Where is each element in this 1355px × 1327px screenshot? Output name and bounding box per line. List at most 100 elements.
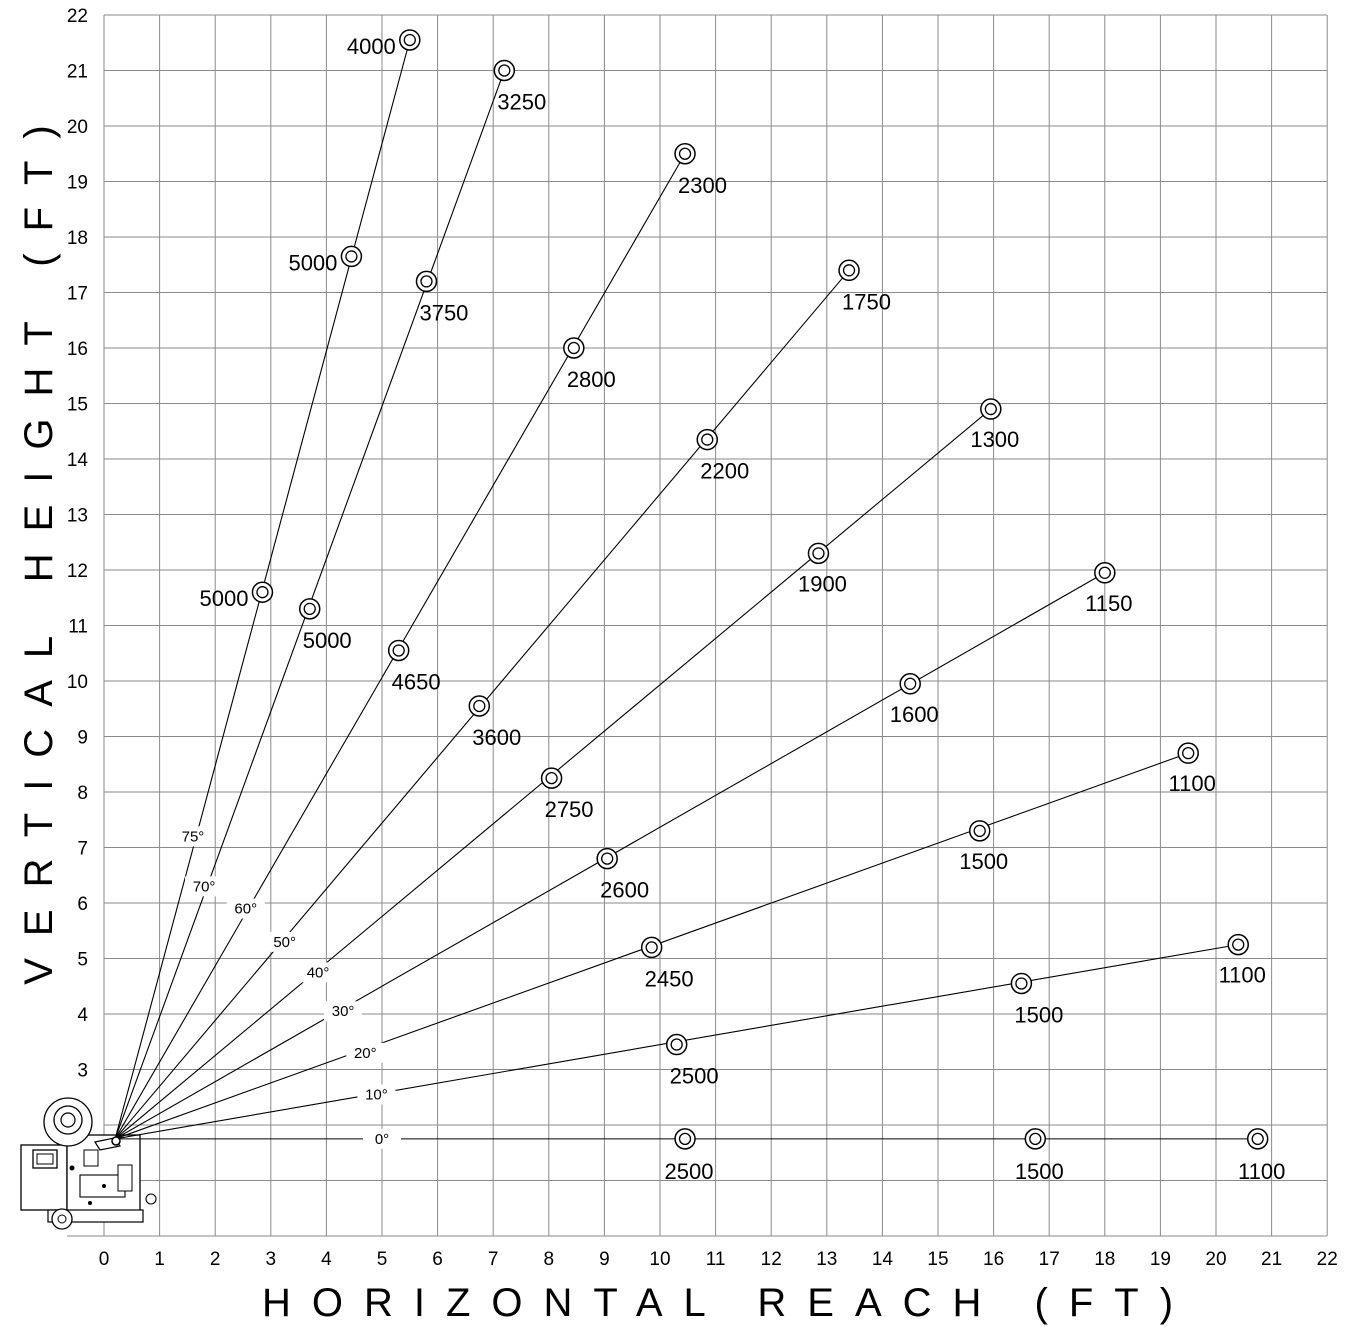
load-point-marker-inner: [678, 1132, 692, 1146]
capacity-label: 2750: [545, 797, 594, 822]
load-point-marker-inner: [670, 1038, 683, 1051]
x-tick-label: 2: [210, 1249, 221, 1270]
y-tick-label: 12: [67, 561, 88, 582]
x-tick-label: 4: [321, 1249, 332, 1270]
x-tick-label: 3: [266, 1249, 277, 1270]
capacity-label: 2600: [600, 878, 649, 903]
capacity-label: 2500: [670, 1064, 719, 1089]
capacity-label: 1500: [959, 849, 1008, 874]
capacity-label: 2300: [678, 173, 727, 198]
x-tick-label: 17: [1039, 1249, 1060, 1270]
y-tick-label: 13: [67, 506, 88, 527]
boom-pivot: [111, 1136, 121, 1146]
y-tick-label: 4: [77, 1005, 88, 1026]
capacity-label: 5000: [288, 250, 337, 275]
load-point-marker-inner: [1251, 1132, 1264, 1146]
y-axis-ticks: 3 4 5 6 7 8 9 10 11 12 13 14 15 16 17 18 19 20 21 22: [67, 6, 89, 1082]
load-point-marker-inner: [701, 433, 714, 446]
x-tick-label: 18: [1094, 1249, 1115, 1270]
y-tick-label: 20: [67, 117, 88, 138]
angle-label: 40°: [307, 964, 330, 981]
x-tick-label: 19: [1150, 1249, 1171, 1270]
crane-base-icon: [20, 1097, 157, 1230]
load-point-marker-inner: [1098, 566, 1111, 579]
load-point-marker-inner: [545, 771, 558, 785]
load-point-marker-inner: [1015, 977, 1028, 990]
load-point-marker-inner: [392, 644, 405, 657]
capacity-label: 1900: [798, 571, 847, 596]
load-point-marker-inner: [842, 264, 856, 277]
y-tick-label: 10: [67, 672, 88, 693]
angle-label: 0°: [375, 1131, 389, 1148]
y-tick-label: 8: [77, 783, 88, 804]
x-tick-label: 7: [488, 1249, 499, 1270]
grid-lines: [67, 14, 1328, 1237]
capacity-label: 3250: [497, 90, 546, 115]
load-point-marker-inner: [812, 547, 825, 560]
load-point-marker-inner: [601, 852, 614, 865]
y-tick-label: 22: [67, 6, 88, 27]
angle-label-bg: [363, 1128, 401, 1149]
capacity-label: 3600: [472, 725, 521, 750]
x-tick-label: 21: [1261, 1249, 1282, 1270]
x-tick-label: 1: [154, 1249, 165, 1270]
x-axis-ticks: 0 1 2 3 4 5 6 7 8 9 10 11 12 13 14 15 16 17 18 19 20 21 22: [99, 1249, 1338, 1270]
capacity-label: 1500: [1015, 1159, 1064, 1184]
x-tick-label: 0: [99, 1249, 110, 1270]
load-point-marker-inner: [1182, 747, 1195, 760]
x-tick-label: 20: [1205, 1249, 1226, 1270]
y-tick-label: 16: [67, 339, 88, 360]
load-point-marker-inner: [403, 33, 416, 47]
angle-label-bg: [346, 1042, 385, 1063]
y-axis-title: VERTICAL HEIGHT (FT): [17, 103, 61, 985]
load-point-marker-inner: [1232, 938, 1245, 951]
capacity-label: 1600: [890, 702, 939, 727]
load-point-marker-inner: [420, 275, 433, 288]
y-tick-label: 17: [67, 284, 88, 305]
capacity-label: 1100: [1238, 1159, 1285, 1184]
x-axis-title: HORIZONTAL REACH (FT): [262, 1281, 1194, 1325]
capacity-label: 2450: [645, 966, 694, 991]
load-point-marker-inner: [645, 941, 658, 954]
load-markers: [251, 29, 1269, 1150]
y-tick-label: 11: [68, 617, 88, 638]
capacity-label: 4000: [347, 34, 396, 59]
load-point-marker-inner: [473, 699, 486, 713]
angle-label-bg: [226, 898, 265, 919]
x-tick-label: 16: [983, 1249, 1004, 1270]
y-tick-label: 19: [67, 173, 88, 194]
capacity-label: 5000: [303, 628, 352, 653]
y-tick-label: 15: [67, 395, 88, 416]
capacity-label: 1150: [1085, 591, 1132, 616]
load-point-marker-inner: [678, 147, 692, 160]
y-tick-label: 21: [67, 62, 88, 83]
load-point-marker-inner: [1029, 1132, 1042, 1146]
angle-label-bg: [357, 1084, 396, 1105]
y-tick-label: 7: [77, 839, 88, 860]
y-tick-label: 18: [67, 228, 88, 249]
load-point-marker-inner: [498, 64, 511, 77]
load-point-marker-inner: [345, 250, 358, 263]
y-tick-label: 9: [77, 728, 88, 749]
x-tick-label: 14: [872, 1249, 894, 1270]
load-point-marker-inner: [256, 586, 269, 599]
capacity-label: 1100: [1169, 771, 1216, 796]
x-tick-label: 9: [599, 1249, 610, 1270]
capacity-label: 3750: [419, 300, 468, 325]
load-point-marker-inner: [984, 402, 997, 416]
y-tick-label: 3: [77, 1061, 88, 1082]
capacity-label: 1500: [1014, 1002, 1063, 1027]
x-tick-label: 10: [649, 1249, 670, 1270]
x-tick-label: 5: [377, 1249, 388, 1270]
angle-label: 75°: [182, 828, 205, 845]
x-tick-label: 6: [432, 1249, 443, 1270]
y-tick-label: 6: [77, 894, 88, 915]
x-tick-label: 13: [816, 1249, 837, 1270]
load-point-marker-inner: [567, 341, 580, 355]
angle-label: 20°: [354, 1045, 377, 1062]
y-tick-label: 5: [77, 950, 88, 971]
capacity-label: 4650: [392, 669, 441, 694]
x-tick-label: 15: [927, 1249, 948, 1270]
angle-label-bg: [324, 1001, 363, 1022]
